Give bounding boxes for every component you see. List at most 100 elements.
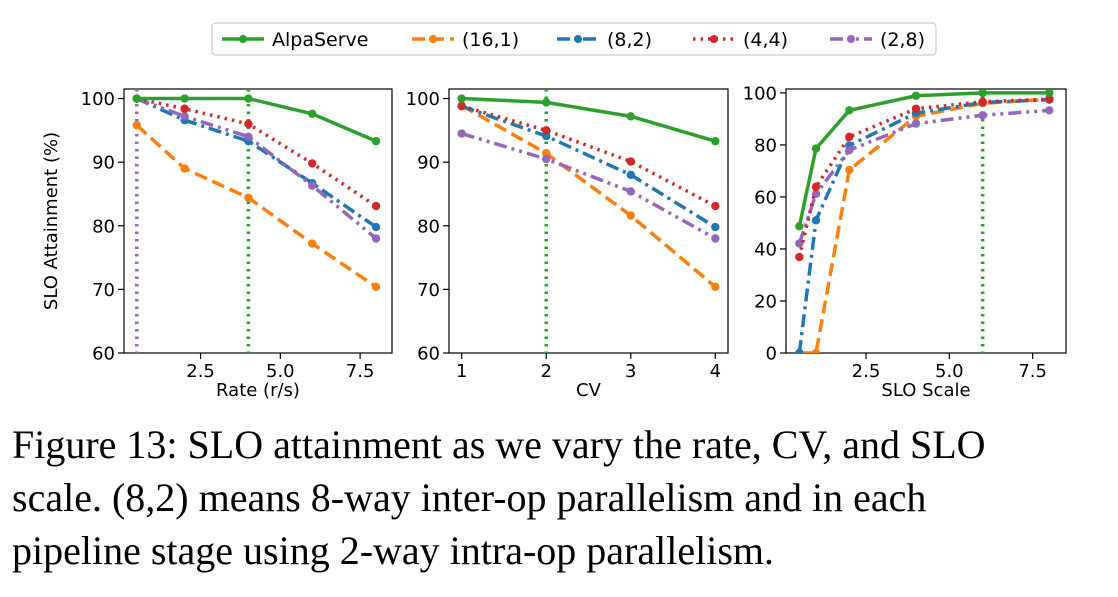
data-point: [542, 98, 551, 107]
plot-frame: [785, 88, 1067, 354]
data-point: [978, 89, 987, 98]
series-line: [136, 96, 378, 229]
legend-swatch-marker: [710, 35, 718, 43]
data-point: [244, 119, 253, 129]
data-point: [626, 157, 635, 166]
series-alpaserve: [132, 94, 381, 146]
data-point: [180, 94, 189, 103]
legend-label: (16,1): [462, 29, 519, 51]
series-alpaserve: [457, 94, 720, 146]
data-point: [845, 145, 854, 155]
x-axis-label: CV: [576, 380, 602, 401]
y-tick-label: 100: [406, 89, 440, 110]
x-tick-label: 2: [541, 361, 552, 382]
series-line: [460, 104, 717, 289]
x-tick-label: 4: [710, 361, 721, 382]
series-line: [461, 131, 717, 241]
x-tick-label: 2.5: [186, 361, 215, 382]
data-point: [180, 164, 189, 173]
legend-entry-4-4: (4,4): [693, 29, 788, 51]
data-point: [711, 234, 720, 243]
data-point: [626, 211, 635, 220]
data-point: [795, 348, 804, 353]
caption-line-1: Figure 13: SLO attainment as we vary the…: [12, 422, 986, 467]
x-axis-label: SLO Scale: [881, 380, 970, 401]
series-line: [797, 108, 1050, 245]
chart-slo-scale: 0 20 40 60 80 100 2.5 5.0 7.5 SLO Scale: [743, 83, 1067, 401]
data-point: [132, 121, 141, 130]
legend-swatch-marker: [239, 35, 247, 43]
y-tick-label: 90: [417, 153, 440, 174]
data-point: [371, 282, 381, 292]
y-tick-label: 0: [766, 344, 777, 365]
series-line: [461, 96, 716, 143]
y-tick-label: 60: [92, 344, 115, 365]
x-axis-label: Rate (r/s): [216, 380, 300, 401]
data-point: [457, 101, 466, 111]
data-point: [911, 119, 921, 128]
legend-swatch-marker: [847, 35, 855, 43]
series-line: [797, 97, 1050, 258]
data-point: [1045, 106, 1054, 115]
series-line: [797, 91, 1050, 227]
plot-area: [795, 89, 1054, 353]
data-point: [308, 109, 317, 119]
series-line: [136, 96, 378, 240]
data-point: [626, 170, 635, 180]
data-point: [308, 181, 317, 190]
series-2-8: [457, 129, 720, 243]
data-point: [542, 126, 551, 135]
caption-line-3: pipeline stage using 2-way intra-op para…: [12, 528, 775, 573]
data-point: [795, 252, 804, 262]
series-line: [797, 97, 1050, 353]
x-tick-label: 5.0: [935, 361, 964, 382]
x-tick-label: 3: [625, 361, 636, 382]
y-tick-label: 100: [81, 89, 115, 110]
data-point: [1045, 89, 1054, 98]
data-point: [542, 154, 551, 164]
y-tick-label: 60: [417, 344, 440, 365]
data-point: [811, 348, 821, 353]
y-tick-label: 80: [417, 216, 440, 237]
data-point: [626, 187, 635, 196]
data-point: [371, 234, 381, 243]
x-tick-label: 1: [456, 361, 467, 382]
series-line: [461, 104, 717, 229]
data-point: [911, 91, 921, 100]
x-tick-label: 2.5: [852, 361, 881, 382]
data-point: [244, 132, 253, 141]
series-alpaserve: [795, 89, 1054, 231]
y-tick-label: 80: [92, 216, 115, 237]
data-point: [180, 112, 189, 121]
data-point: [1045, 94, 1054, 104]
data-point: [811, 144, 821, 153]
y-axis-label: SLO Attainment (%): [41, 132, 62, 310]
series-2-8: [795, 106, 1054, 248]
chart-rate: 60 70 80 90 100 2.5 5.0 7.5 Rate (r/s) SLO Attain…: [41, 88, 393, 401]
legend-label: (8,2): [607, 29, 652, 51]
data-point: [711, 201, 720, 211]
figure-13-charts: AlpaServe (16,1) (8,2) (4,4) (2,8)6070809010…: [41, 22, 1067, 401]
data-point: [308, 159, 317, 168]
data-point: [308, 239, 317, 248]
data-point: [811, 182, 821, 191]
series-4-4: [457, 101, 720, 211]
plot-area: [457, 89, 720, 353]
data-point: [371, 136, 381, 146]
chart-cv: 60 70 80 90 100 1 2 3 4 CV: [406, 88, 729, 401]
legend-label: AlpaServe: [272, 29, 368, 51]
data-point: [711, 282, 720, 292]
caption-line-2: scale. (8,2) means 8-way inter-op parall…: [12, 475, 927, 520]
y-tick-label: 100: [743, 83, 777, 104]
legend-entry-8-2: (8,2): [557, 29, 652, 51]
legend-entry-2-8: (2,8): [830, 29, 925, 51]
legend-entry-16-1: (16,1): [412, 29, 519, 51]
data-point: [626, 112, 635, 121]
x-tick-label: 7.5: [346, 361, 375, 382]
series-16-1: [132, 121, 381, 292]
y-tick-label: 70: [92, 280, 115, 301]
y-tick-label: 80: [754, 135, 777, 156]
data-point: [244, 94, 253, 103]
y-tick-label: 70: [417, 280, 440, 301]
data-point: [811, 189, 821, 199]
